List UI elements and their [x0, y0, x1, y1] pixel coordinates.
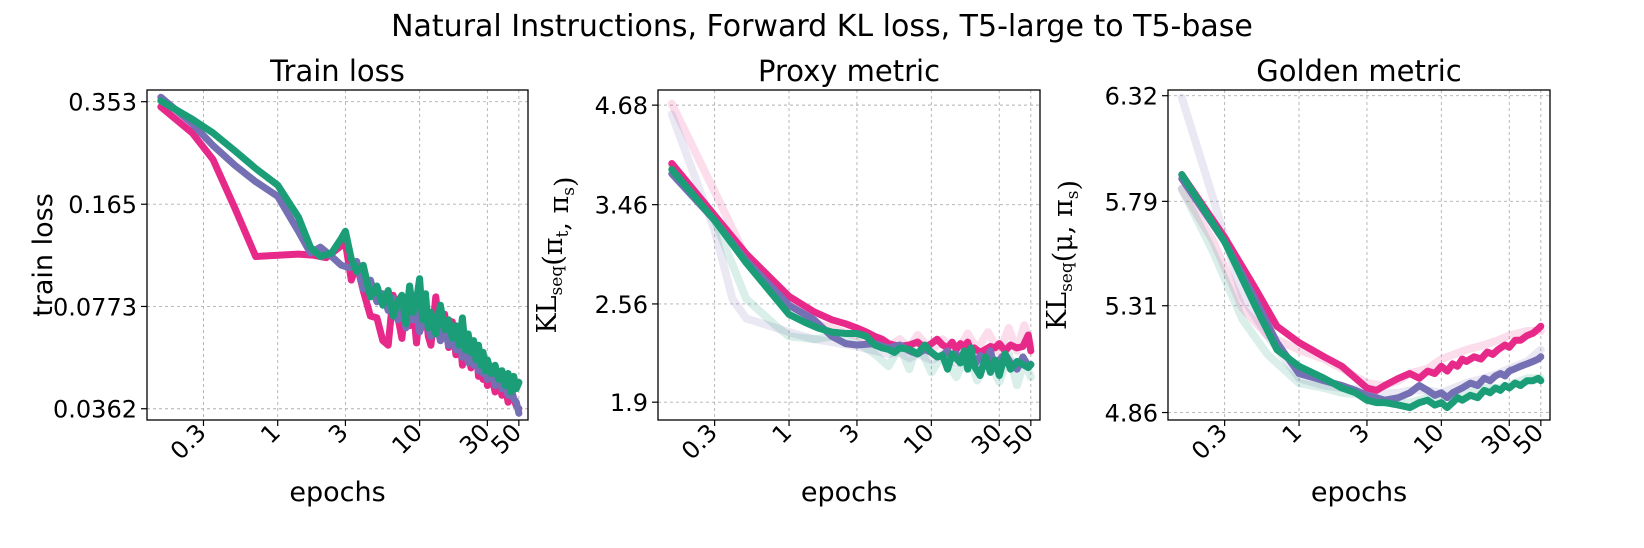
y-tick-label: 0.353 [68, 89, 137, 117]
x-tick-label: 1 [1277, 418, 1308, 449]
y-axis-label-arg1-sub: t [553, 230, 573, 237]
x-tick-label: 0.3 [676, 418, 723, 465]
y-tick-label: 3.46 [595, 192, 648, 220]
y-axis-label-sub: seq [1057, 262, 1077, 292]
x-tick-label: 50 [1508, 418, 1549, 459]
y-axis-label-arg2-sub: s [559, 187, 579, 196]
y-axis-label-close: ) [1054, 180, 1085, 191]
y-axis-label-sub: seq [547, 266, 567, 296]
x-tick-label: 0.3 [165, 418, 212, 465]
y-tick-label: 4.68 [595, 92, 648, 120]
series-group [157, 93, 523, 417]
series-group [667, 99, 1035, 390]
y-tick-label: 0.0362 [53, 396, 137, 424]
y-axis-label: KLseq(μ, πs) [1042, 180, 1085, 330]
x-axis-label: epochs [801, 477, 897, 508]
axes-frame [657, 89, 1041, 421]
x-axis-label: epochs [289, 477, 385, 508]
panel-title: Proxy metric [758, 54, 940, 88]
series-line-pink [1178, 171, 1545, 394]
series-line-pink [668, 160, 1035, 356]
y-tick-label: 5.79 [1105, 188, 1158, 216]
x-tick-label: 1 [255, 418, 286, 449]
x-tick-label: 10 [898, 418, 939, 459]
x-tick-label: 0.3 [1186, 418, 1233, 465]
y-tick-label: 0.0773 [53, 293, 137, 321]
y-axis-label-base: KL [1042, 292, 1073, 330]
axes-frame [1167, 89, 1551, 421]
x-tick-label: 3 [1345, 418, 1376, 449]
figure-title: Natural Instructions, Forward KL loss, T… [391, 9, 1253, 44]
y-axis-label-args: (π [538, 237, 569, 265]
x-tick-label: 10 [1408, 418, 1449, 459]
x-axis-label: epochs [1311, 477, 1407, 508]
y-tick-label: 5.31 [1105, 293, 1158, 321]
series-line-green [668, 166, 1035, 379]
y-axis-label-close: ) [550, 176, 581, 187]
x-tick-label: 3 [323, 418, 354, 449]
x-tick-label: 50 [998, 418, 1039, 459]
y-tick-label: 2.56 [595, 291, 648, 319]
plot-area [1168, 90, 1550, 420]
axes-frame [146, 89, 529, 421]
x-tick-label: 3 [835, 418, 866, 449]
y-tick-label: 0.165 [68, 191, 137, 219]
panel-title: Train loss [269, 54, 405, 88]
y-axis-label-arg2-sub: s [1063, 191, 1083, 200]
y-axis-label: train loss [28, 193, 59, 317]
y-tick-label: 6.32 [1105, 83, 1158, 111]
y-axis-label-mid: , π [1048, 199, 1079, 234]
y-axis-label: KLseq(πt, πs) [532, 176, 581, 333]
series-line-green [157, 97, 523, 396]
x-tick-label: 50 [486, 418, 527, 459]
panel-title: Golden metric [1256, 54, 1462, 88]
y-axis-label-base: KL [532, 295, 563, 333]
y-tick-label: 4.86 [1105, 400, 1158, 428]
series-group [1177, 93, 1545, 412]
y-tick-label: 1.9 [610, 389, 648, 417]
series-line-green [1178, 171, 1545, 412]
y-axis-label-args: (μ [1048, 234, 1079, 262]
y-axis-label-mid: , π [544, 196, 575, 231]
x-tick-label: 10 [386, 418, 427, 459]
x-tick-label: 1 [767, 418, 798, 449]
